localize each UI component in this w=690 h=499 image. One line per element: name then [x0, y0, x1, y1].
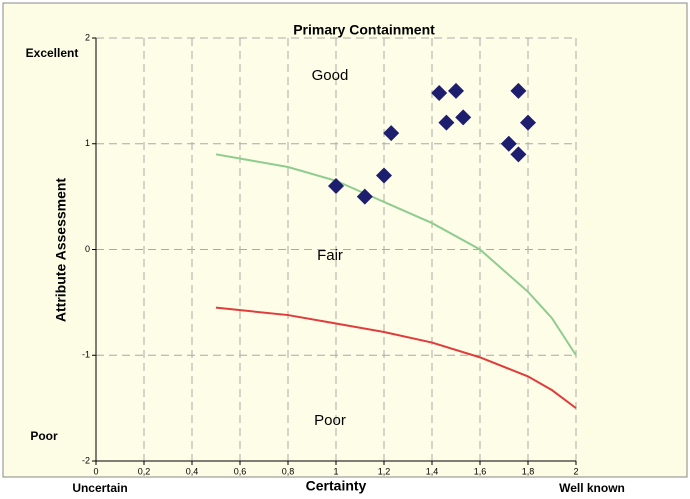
point: [520, 114, 536, 131]
point: [455, 109, 472, 126]
x-tick-label: 1,6: [474, 466, 487, 476]
point: [500, 135, 517, 152]
point: [356, 188, 373, 205]
point: [448, 82, 464, 99]
x-tick-label: 0,2: [138, 466, 151, 476]
x-tick-label: 1,2: [378, 466, 391, 476]
x-tick-label: 0: [93, 466, 98, 476]
x-tick-label: 0,6: [234, 466, 247, 476]
point: [383, 125, 400, 142]
x-tick-label: 1,4: [426, 466, 439, 476]
y-end-label: Excellent: [26, 46, 79, 60]
region-label: Good: [312, 67, 349, 84]
point: [510, 146, 527, 163]
y-tick-label: 1: [85, 138, 90, 148]
point: [328, 178, 344, 195]
point: [376, 167, 392, 184]
x-end-label: Uncertain: [72, 481, 127, 495]
point: [431, 84, 448, 101]
x-tick-label: 1: [333, 466, 338, 476]
y-tick-label: -1: [82, 350, 90, 360]
x-tick-label: 0,8: [282, 466, 295, 476]
y-end-label: Poor: [30, 429, 58, 443]
x-end-label: Well known: [559, 481, 625, 495]
y-tick-label: 2: [85, 32, 90, 42]
x-tick-label: 1,8: [522, 466, 535, 476]
point: [510, 82, 527, 99]
region-label: Fair: [317, 247, 343, 264]
curve: [215, 153, 577, 356]
curve: [215, 306, 577, 409]
region-label: Poor: [314, 412, 346, 429]
x-axis-label: Certainty: [306, 478, 367, 494]
y-axis-label: Attribute Assessment: [53, 178, 69, 323]
chart-title: Primary Containment: [293, 22, 435, 38]
y-tick-label: -2: [82, 455, 90, 465]
y-tick-label: 0: [85, 244, 90, 254]
point: [438, 114, 455, 131]
x-tick-label: 0,4: [186, 466, 199, 476]
x-tick-label: 2: [573, 466, 578, 476]
